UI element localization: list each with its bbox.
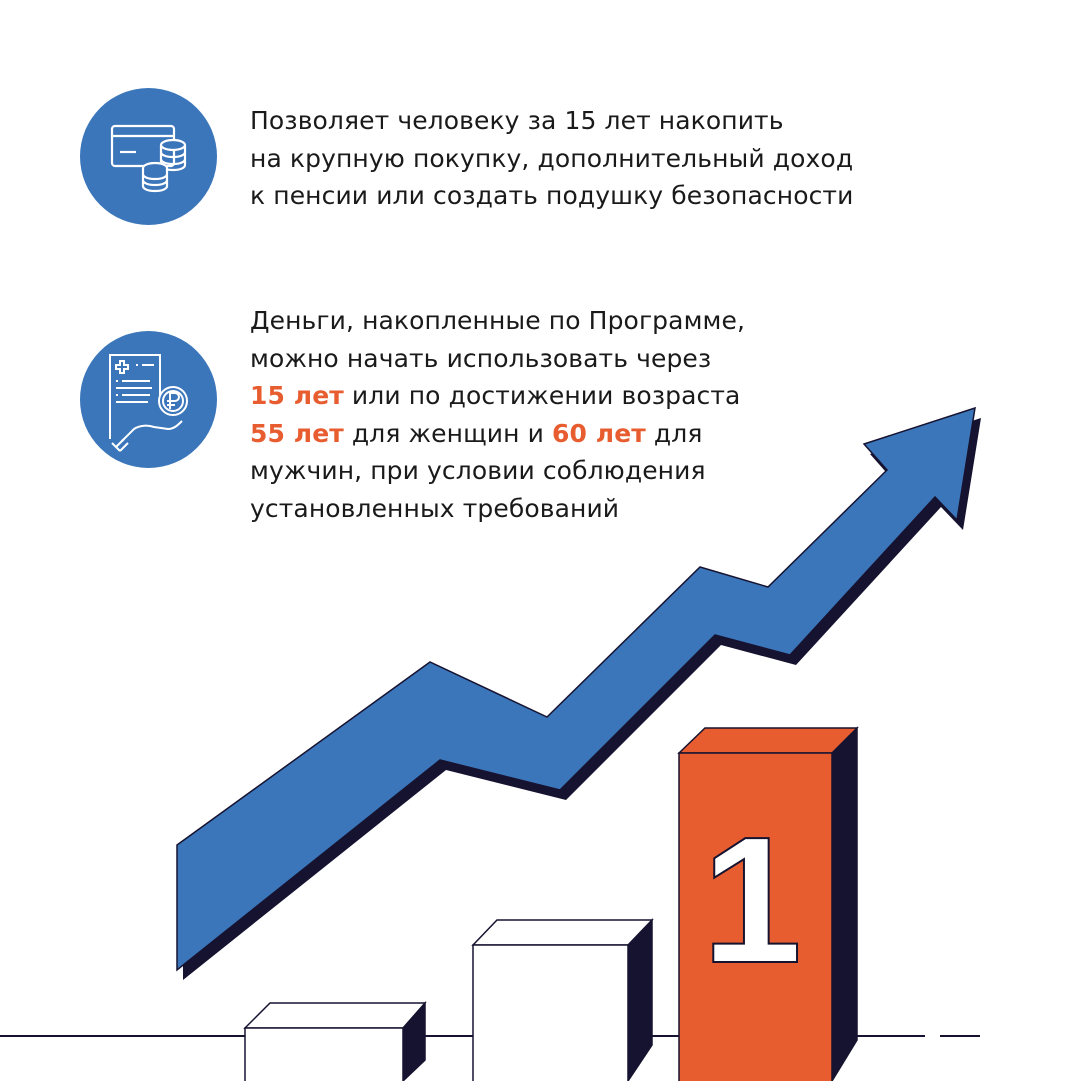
card-and-coins-icon — [110, 124, 187, 193]
document-hand-ruble-icon — [109, 354, 188, 452]
highlight-60-years: 60 лет — [552, 418, 646, 448]
text-line: 15 лет или по достижении возраста — [250, 377, 745, 415]
bar-tall: 1 — [677, 726, 859, 1081]
icon-circle-savings — [80, 88, 217, 225]
icon-circle-payout — [80, 331, 217, 468]
text-line: мужчин, при условии соблюдения — [250, 456, 706, 485]
bar-numeral: 1 — [702, 800, 802, 1001]
highlight-15-years: 15 лет — [250, 381, 344, 410]
highlight-55-years: 55 лет — [250, 418, 344, 448]
arrow-body — [176, 406, 976, 972]
growth-arrow — [176, 406, 981, 980]
text-line: к пенсии или создать подушку безопасност… — [250, 181, 854, 210]
payout-description: Деньги, накопленные по Программе, можно … — [250, 302, 745, 527]
text-line: можно начать использовать через — [250, 343, 712, 373]
text-fragment: для — [645, 418, 703, 448]
text-line: 55 лет для женщин и 60 лет для — [250, 415, 745, 453]
text-line: на крупную покупку, дополнительный доход — [250, 143, 854, 173]
text-fragment: или по достижении возраста — [343, 381, 741, 410]
text-line: установленных требований — [250, 493, 620, 523]
savings-description: Позволяет человеку за 15 лет накопить на… — [250, 102, 853, 215]
text-line: Позволяет человеку за 15 лет накопить — [250, 106, 784, 135]
bar-medium — [471, 918, 654, 1081]
text-line: Деньги, накопленные по Программе, — [250, 306, 746, 335]
bar-small — [243, 1001, 427, 1081]
text-fragment: для женщин и — [343, 418, 552, 448]
